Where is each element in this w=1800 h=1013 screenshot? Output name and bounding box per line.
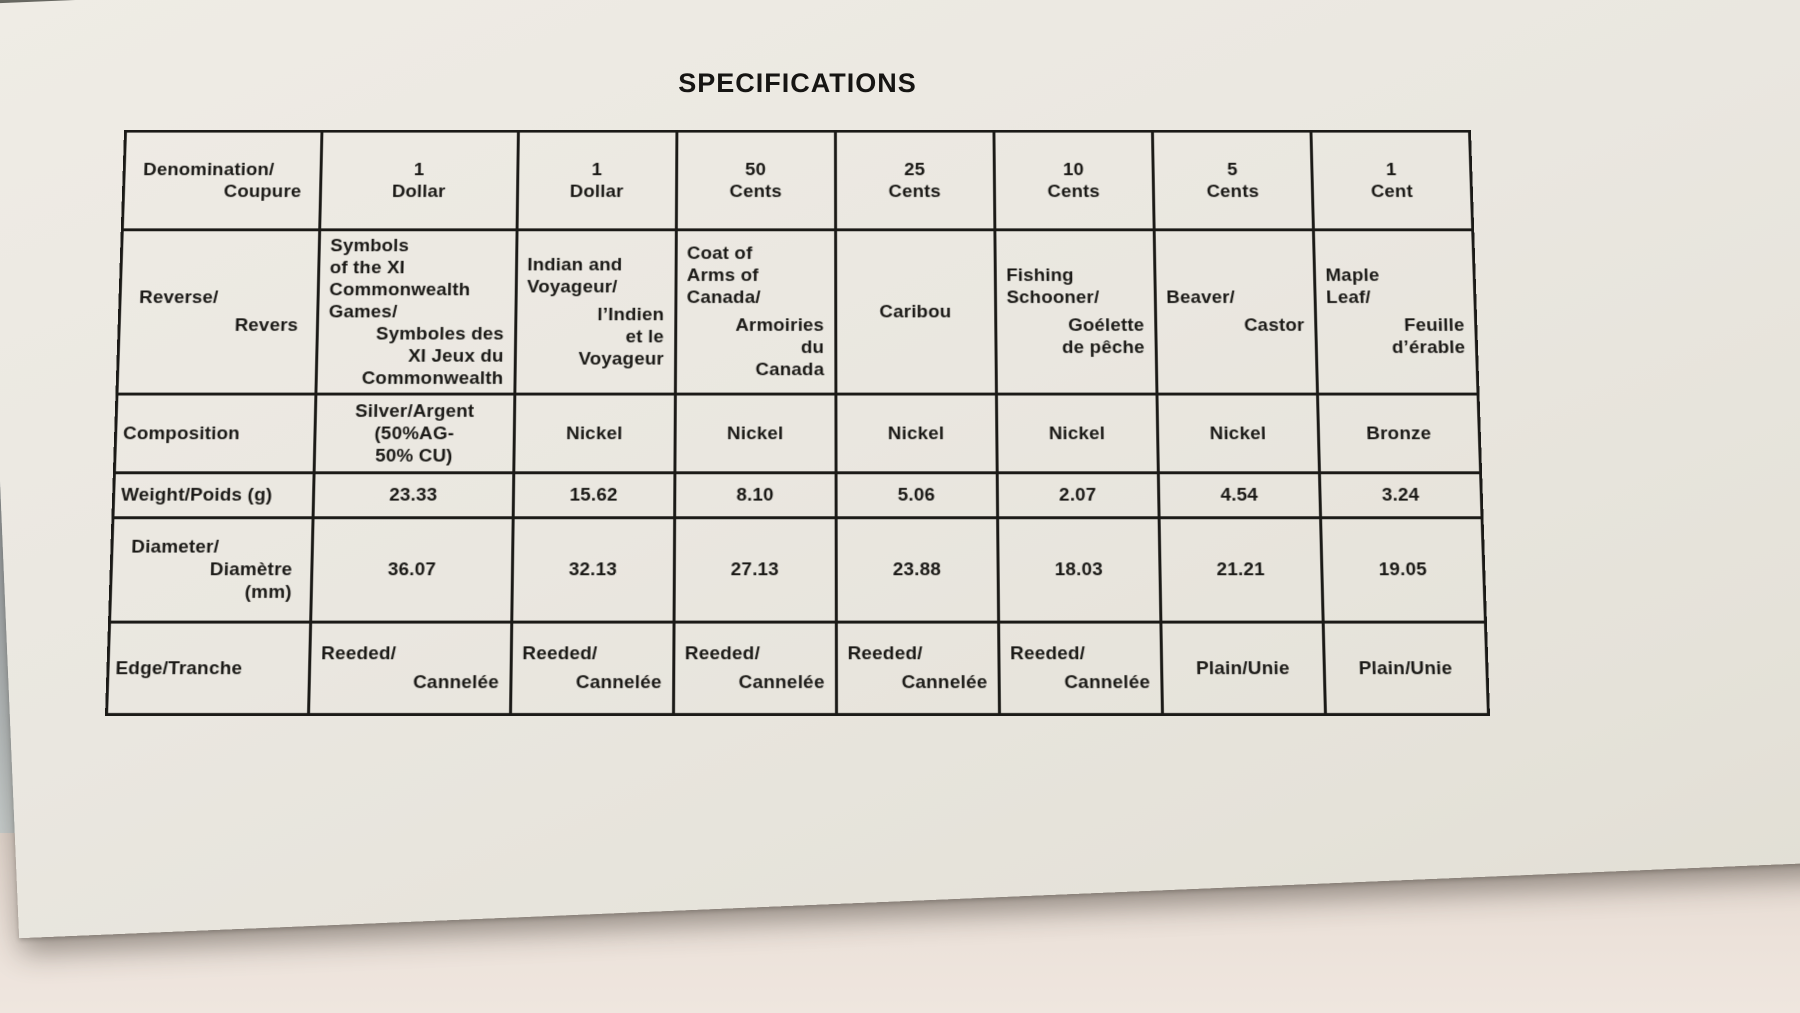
specifications-table: Denomination/ Coupure 1 Dollar 1 Dollar … — [105, 130, 1490, 716]
edge-cell-reeded: Reeded/ Cannelée — [673, 622, 837, 715]
weight-cell: 2.07 — [996, 472, 1159, 518]
cell-text-fr: l’Indien et le Voyageur — [578, 304, 665, 369]
edge-cell-reeded: Reeded/ Cannelée — [998, 622, 1163, 715]
diameter-cell: 19.05 — [1320, 517, 1486, 623]
composition-cell: Nickel — [1156, 394, 1320, 473]
column-header-25-cents: 25 Cents — [835, 131, 995, 230]
cell-text-en: Reeded/ — [684, 643, 761, 665]
cell-text-fr: Feuille d’érable — [1391, 315, 1466, 358]
cell-text-fr: Castor — [1243, 315, 1305, 336]
composition-cell: Nickel — [996, 394, 1159, 473]
composition-row: Composition Silver/Argent (50%AG- 50% CU… — [114, 394, 1481, 473]
diameter-row: Diameter/ Diamètre (mm) 36.07 32.13 27.1… — [109, 517, 1486, 623]
weight-cell: 3.24 — [1319, 472, 1483, 518]
cell-text-fr: Cannelée — [901, 672, 988, 694]
column-header-10-cents: 10 Cents — [993, 131, 1154, 230]
diameter-cell: 21.21 — [1158, 517, 1324, 623]
reverse-cell-fishing-schooner: Fishing Schooner/ Goélette de pêche — [994, 229, 1157, 395]
diameter-cell: 23.88 — [835, 517, 999, 623]
cell-text-fr: Cannelée — [412, 672, 500, 694]
diameter-cell: 18.03 — [997, 517, 1161, 623]
composition-cell-bronze: Bronze — [1317, 394, 1481, 473]
corner-label-en: Denomination/ — [142, 159, 275, 180]
edge-cell-reeded: Reeded/ Cannelée — [835, 622, 1000, 715]
cell-text-en: Maple Leaf/ — [1325, 265, 1380, 308]
row-label-en: Diameter/ — [131, 536, 220, 558]
edge-cell-reeded: Reeded/ Cannelée — [510, 622, 674, 715]
header-row: Denomination/ Coupure 1 Dollar 1 Dollar … — [122, 131, 1473, 230]
column-header-50-cents: 50 Cents — [675, 131, 836, 230]
weight-cell: 4.54 — [1158, 472, 1321, 518]
row-label-fr: Diamètre (mm) — [209, 559, 293, 603]
edge-row: Edge/Tranche Reeded/ Cannelée Reeded/ Ca… — [106, 622, 1489, 715]
row-label-composition: Composition — [114, 394, 316, 473]
weight-cell: 23.33 — [312, 472, 514, 518]
row-label-reverse: Reverse/ Revers — [116, 229, 320, 395]
weight-row: Weight/Poids (g) 23.33 15.62 8.10 5.06 2… — [112, 472, 1483, 518]
diameter-cell: 27.13 — [673, 517, 836, 623]
diameter-cell: 32.13 — [511, 517, 675, 623]
reverse-cell-coat-of-arms: Coat of Arms of Canada/ Armoiries du Can… — [674, 229, 836, 395]
weight-cell: 8.10 — [674, 472, 836, 518]
row-label-weight: Weight/Poids (g) — [112, 472, 314, 518]
edge-cell-reeded: Reeded/ Cannelée — [308, 622, 512, 715]
cell-text-en: Reeded/ — [847, 643, 923, 665]
cell-text-en: Reeded/ — [522, 643, 598, 665]
reverse-row: Reverse/ Revers Symbols of the XI Common… — [116, 229, 1479, 395]
column-header-1-cent: 1 Cent — [1310, 131, 1473, 230]
cell-text-en: Reeded/ — [320, 643, 397, 665]
row-label-edge: Edge/Tranche — [106, 622, 311, 715]
reverse-cell-beaver: Beaver/ Castor — [1153, 229, 1318, 395]
cell-text-en: Beaver/ — [1166, 287, 1236, 308]
cell-text-en: Fishing Schooner/ — [1006, 265, 1100, 308]
row-label-diameter: Diameter/ Diamètre (mm) — [109, 517, 313, 623]
cell-text-en: Indian and Voyageur/ — [526, 254, 623, 297]
column-header-5-cents: 5 Cents — [1152, 131, 1314, 230]
reverse-cell-caribou: Caribou — [835, 229, 997, 395]
row-label-en: Reverse/ — [138, 287, 219, 308]
cell-text-en: Coat of Arms of Canada/ — [686, 243, 761, 308]
corner-cell-denomination: Denomination/ Coupure — [122, 131, 322, 230]
weight-cell: 15.62 — [512, 472, 675, 518]
cell-text-fr: Cannelée — [738, 672, 825, 694]
reverse-cell-maple-leaf: Maple Leaf/ Feuille d’érable — [1313, 229, 1479, 395]
edge-cell-plain: Plain/Unie — [1323, 622, 1489, 715]
column-header-1-dollar-b: 1 Dollar — [516, 131, 677, 230]
cell-text-fr: Cannelée — [1064, 672, 1151, 694]
cell-text-fr: Goélette de pêche — [1062, 315, 1145, 358]
composition-cell: Nickel — [674, 394, 836, 473]
diameter-cell: 36.07 — [310, 517, 513, 623]
row-label-fr: Revers — [234, 315, 299, 336]
weight-cell: 5.06 — [835, 472, 998, 518]
composition-cell: Nickel — [513, 394, 675, 473]
reverse-cell-commonwealth-games: Symbols of the XI Commonwealth Games/ Sy… — [315, 229, 517, 395]
page-title: SPECIFICATIONS — [678, 68, 917, 98]
composition-cell-silver: Silver/Argent (50%AG- 50% CU) — [313, 394, 515, 473]
cell-text-en: Reeded/ — [1009, 643, 1086, 665]
edge-cell-plain: Plain/Unie — [1160, 622, 1326, 715]
reverse-cell-voyageur: Indian and Voyageur/ l’Indien et le Voya… — [514, 229, 676, 395]
column-header-1-dollar-a: 1 Dollar — [319, 131, 518, 230]
cell-text-fr: Armoiries du Canada — [735, 315, 825, 381]
cell-text-fr: Symboles des XI Jeux du Commonwealth — [361, 323, 505, 389]
corner-label-fr: Coupure — [223, 181, 302, 202]
cell-text-fr: Cannelée — [575, 672, 662, 694]
cell-text-en: Symbols of the XI Commonwealth Games/ — [328, 235, 471, 322]
composition-cell: Nickel — [835, 394, 997, 473]
